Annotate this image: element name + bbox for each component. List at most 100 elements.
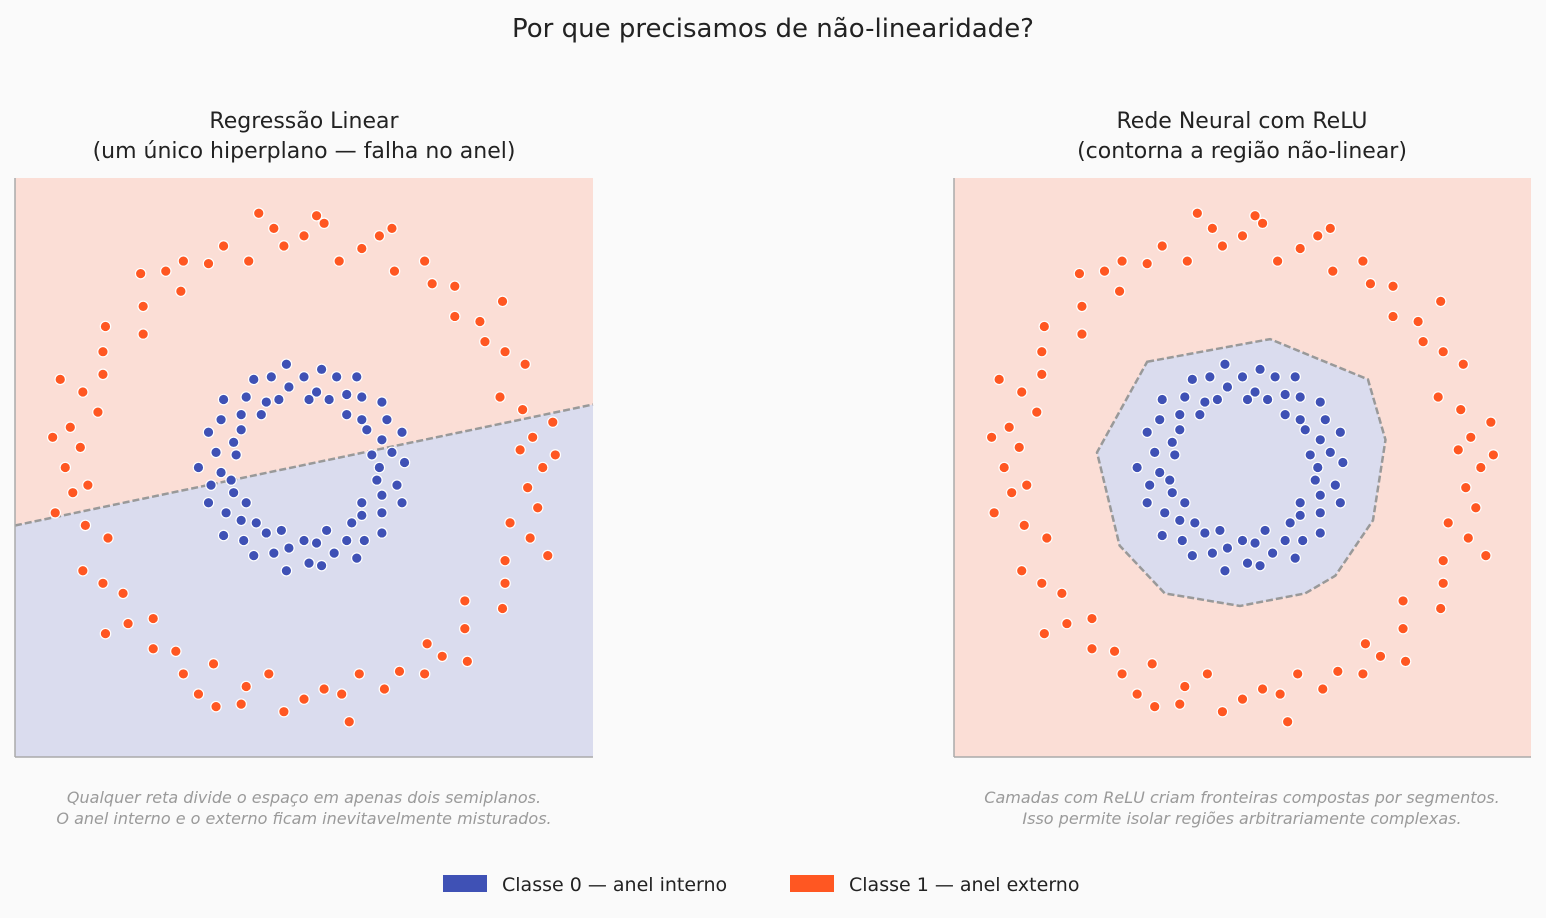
- data-point-class0: [328, 547, 340, 559]
- data-point-class1: [1316, 683, 1329, 695]
- data-point-class1: [499, 577, 511, 590]
- data-point-class0: [1319, 413, 1332, 426]
- data-point-class1: [77, 564, 89, 577]
- data-point-class1: [1061, 617, 1073, 630]
- data-point-class0: [1254, 559, 1266, 572]
- data-point-class1: [298, 230, 310, 242]
- data-point-class1: [1452, 444, 1465, 456]
- data-point-class1: [1056, 587, 1068, 600]
- data-point-class0: [376, 507, 388, 519]
- data-point-class0: [1156, 393, 1169, 406]
- data-point-class1: [1357, 255, 1369, 267]
- data-point-class0: [1153, 413, 1166, 426]
- panel-title-line1: Regressão Linear: [209, 109, 399, 134]
- data-point-class1: [335, 688, 348, 700]
- data-point-class0: [240, 496, 252, 509]
- data-point-class1: [1397, 595, 1409, 607]
- data-point-class1: [1148, 700, 1161, 713]
- data-point-class0: [1219, 358, 1231, 371]
- data-point-class0: [1324, 446, 1337, 459]
- data-point-class0: [298, 534, 310, 547]
- data-point-class1: [77, 386, 89, 398]
- data-point-class0: [1279, 408, 1291, 421]
- data-point-class1: [159, 265, 172, 277]
- data-point-class1: [1156, 240, 1169, 252]
- data-point-class1: [521, 481, 534, 494]
- data-point-class0: [1314, 527, 1327, 539]
- data-point-class0: [398, 456, 411, 469]
- data-point-class0: [1148, 446, 1161, 459]
- data-point-class1: [1036, 345, 1048, 358]
- data-point-class1: [499, 345, 511, 358]
- data-point-class0: [315, 363, 328, 376]
- data-point-class1: [1036, 368, 1048, 381]
- data-point-class0: [1294, 391, 1306, 403]
- data-point-class0: [237, 534, 250, 547]
- data-point-class0: [391, 479, 403, 491]
- data-point-class0: [202, 426, 215, 439]
- data-point-class0: [1158, 507, 1171, 519]
- data-point-class0: [1249, 537, 1261, 549]
- data-point-class0: [1194, 408, 1206, 421]
- data-point-class1: [1475, 461, 1487, 474]
- data-point-class0: [1168, 449, 1181, 461]
- data-point-class1: [386, 222, 398, 235]
- data-point-class1: [137, 328, 149, 340]
- data-point-class0: [1289, 371, 1301, 383]
- data-point-class0: [350, 371, 363, 383]
- data-point-class0: [1289, 552, 1301, 564]
- data-point-class0: [1131, 461, 1143, 474]
- data-point-class0: [1153, 466, 1166, 479]
- data-point-class1: [1294, 242, 1306, 255]
- data-point-class1: [318, 217, 330, 230]
- data-point-class1: [1332, 665, 1344, 678]
- data-point-class0: [345, 517, 358, 529]
- data-point-class1: [988, 507, 1000, 519]
- data-point-class0: [1314, 507, 1327, 519]
- data-point-class0: [358, 534, 371, 547]
- data-point-class1: [524, 532, 536, 544]
- data-point-class0: [1179, 496, 1191, 509]
- data-point-class1: [298, 693, 310, 705]
- data-point-class1: [448, 310, 461, 323]
- data-point-class0: [1189, 517, 1201, 529]
- data-point-class0: [255, 408, 268, 421]
- data-point-class1: [1485, 416, 1497, 428]
- data-point-class1: [1076, 328, 1088, 340]
- data-point-class1: [1387, 310, 1399, 323]
- panel-linear-regression: Regressão Linear (um único hiperplano — …: [14, 109, 594, 828]
- data-point-class1: [79, 519, 92, 532]
- data-point-class1: [1038, 627, 1051, 640]
- data-point-class1: [1357, 668, 1369, 680]
- data-point-class0: [320, 524, 333, 537]
- data-point-class1: [1131, 688, 1143, 700]
- data-point-class0: [240, 391, 252, 403]
- data-point-class0: [355, 391, 368, 403]
- data-point-class1: [1005, 486, 1018, 499]
- data-point-class1: [459, 595, 471, 607]
- data-point-class0: [247, 549, 260, 562]
- data-point-class1: [92, 406, 104, 418]
- data-point-class1: [1116, 668, 1128, 680]
- data-point-class1: [1387, 280, 1399, 293]
- data-point-class1: [117, 587, 129, 600]
- data-point-class0: [361, 423, 373, 436]
- region-class0: [15, 404, 593, 757]
- data-point-class0: [1284, 517, 1296, 529]
- data-point-class1: [134, 267, 147, 280]
- data-point-class1: [373, 230, 386, 242]
- data-point-class0: [202, 496, 215, 509]
- data-point-class1: [97, 368, 109, 381]
- data-point-class1: [393, 665, 406, 678]
- data-point-class0: [235, 514, 247, 527]
- panel-note-line1: Camadas com ReLU criam fronteiras compos…: [984, 788, 1499, 807]
- data-point-class1: [1146, 658, 1158, 670]
- data-point-class1: [147, 642, 160, 655]
- data-point-class0: [235, 408, 247, 421]
- data-point-class1: [1108, 645, 1121, 658]
- data-point-class1: [541, 549, 554, 562]
- data-point-class1: [1036, 577, 1048, 590]
- data-point-class0: [1259, 524, 1271, 537]
- data-point-class0: [366, 449, 378, 461]
